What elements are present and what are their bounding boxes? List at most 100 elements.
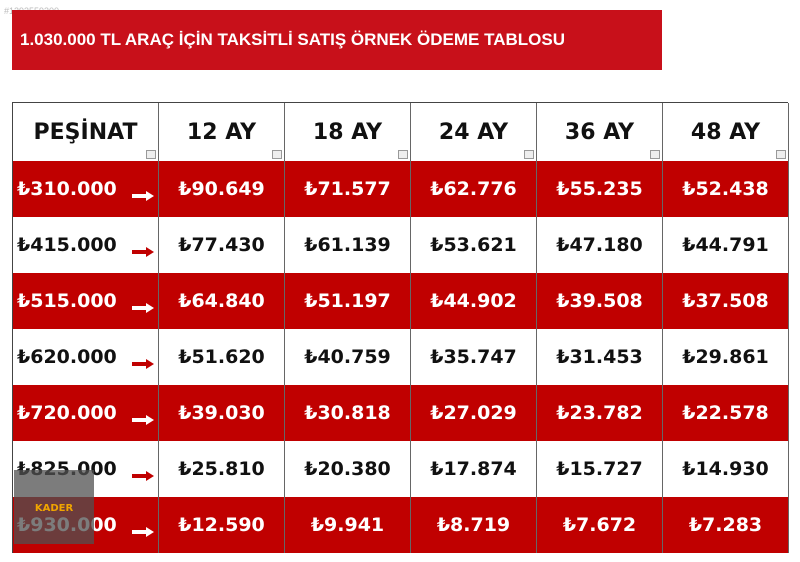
table-cell: ₺51.197 — [285, 273, 411, 329]
cell-text: ₺39.030 — [178, 402, 265, 424]
cell-text: ₺47.180 — [556, 234, 643, 256]
table-cell: ₺62.776 — [411, 161, 537, 217]
cell-text: ₺71.577 — [304, 178, 391, 200]
table-row: ₺825.000 ₺25.810 ₺20.380 ₺17.874 ₺15.727 ₺14.… — [13, 441, 789, 497]
table-cell: ₺9.941 — [285, 497, 411, 553]
cell-text: ₺515.000 — [17, 290, 117, 312]
filter-button — [650, 150, 660, 159]
table-cell: ₺90.649 — [159, 161, 285, 217]
table-row: ₺930.000₺12.590₺9.941₺8.719₺7.672₺7.283 — [13, 497, 789, 553]
table-row: ₺720.000 ₺39.030 ₺30.818 ₺27.029 ₺23.782 ₺22.… — [13, 385, 789, 441]
cell-text: ₺20.380 — [304, 458, 391, 480]
cell-text: ₺53.621 — [430, 234, 517, 256]
payment-table: PEŞİNAT 12 AY 18 AY 24 AY 36 AY 48 AY ₺310.000… — [12, 102, 789, 553]
table-cell: ₺20.380 — [285, 441, 411, 497]
cell-text: ₺31.453 — [556, 346, 643, 368]
cell-text: ₺22.578 — [682, 402, 769, 424]
table-cell: ₺515.000 — [13, 273, 159, 329]
table-cell: ₺71.577 — [285, 161, 411, 217]
table-cell: ₺17.874 — [411, 441, 537, 497]
table-cell: ₺25.810 — [159, 441, 285, 497]
table-cell: ₺27.029 — [411, 385, 537, 441]
header-cell: PEŞİNAT — [13, 103, 159, 161]
table-row: ₺310.000 ₺90.649 ₺71.577 ₺62.776 ₺55.235 ₺52.… — [13, 161, 789, 217]
cell-text: ₺35.747 — [430, 346, 517, 368]
cell-text: ₺51.620 — [178, 346, 265, 368]
table-cell: ₺7.283 — [663, 497, 789, 553]
arrow — [132, 464, 154, 486]
filter-button — [776, 150, 786, 159]
filter-button — [398, 150, 408, 159]
filter-button — [272, 150, 282, 159]
cell-text: ₺15.727 — [556, 458, 643, 480]
cell-text: ₺9.941 — [310, 514, 385, 536]
cell-text: ₺7.672 — [562, 514, 637, 536]
table-cell: ₺35.747 — [411, 329, 537, 385]
table-cell: ₺51.620 — [159, 329, 285, 385]
cell-text: ₺30.818 — [304, 402, 391, 424]
cell-text: ₺620.000 — [17, 346, 117, 368]
logo: KADER — [14, 470, 94, 544]
header-cell: 36 AY — [537, 103, 663, 161]
table-cell: ₺64.840 — [159, 273, 285, 329]
cell-text: ₺61.139 — [304, 234, 391, 256]
cell-text: ₺39.508 — [556, 290, 643, 312]
cell-text: ₺64.840 — [178, 290, 265, 312]
table-cell: ₺14.930 — [663, 441, 789, 497]
table-cell: ₺415.000 — [13, 217, 159, 273]
cell-text: ₺12.590 — [178, 514, 265, 536]
header-row: PEŞİNAT 12 AY 18 AY 24 AY 36 AY 48 AY — [13, 103, 789, 161]
table-cell: ₺47.180 — [537, 217, 663, 273]
cell-text: ₺62.776 — [430, 178, 517, 200]
table-cell: ₺720.000 — [13, 385, 159, 441]
cell-text: ₺720.000 — [17, 402, 117, 424]
filter-button — [524, 150, 534, 159]
cell-text: ₺415.000 — [17, 234, 117, 256]
cell-text: ₺7.283 — [688, 514, 763, 536]
table-cell: ₺310.000 — [13, 161, 159, 217]
table-cell: ₺12.590 — [159, 497, 285, 553]
table-cell: ₺39.508 — [537, 273, 663, 329]
table-cell: ₺44.902 — [411, 273, 537, 329]
cell-text: ₺44.902 — [430, 290, 517, 312]
cell-text: ₺14.930 — [682, 458, 769, 480]
cell-text: ₺90.649 — [178, 178, 265, 200]
filter-button — [146, 150, 156, 159]
arrow — [132, 352, 154, 374]
header-cell: 24 AY — [411, 103, 537, 161]
cell-text: ₺8.719 — [436, 514, 511, 536]
table-cell: ₺23.782 — [537, 385, 663, 441]
cell-text: ₺310.000 — [17, 178, 117, 200]
cell-text: ₺29.861 — [682, 346, 769, 368]
table-cell: ₺620.000 — [13, 329, 159, 385]
table-row: ₺620.000 ₺51.620 ₺40.759 ₺35.747 ₺31.453 ₺29.… — [13, 329, 789, 385]
arrow — [132, 184, 154, 206]
table-cell: ₺55.235 — [537, 161, 663, 217]
table-cell: ₺44.791 — [663, 217, 789, 273]
table-cell: ₺30.818 — [285, 385, 411, 441]
cell-text: ₺25.810 — [178, 458, 265, 480]
cell-text: ₺44.791 — [682, 234, 769, 256]
cell-text: ₺77.430 — [178, 234, 265, 256]
table-cell: ₺53.621 — [411, 217, 537, 273]
cell-text: ₺51.197 — [304, 290, 391, 312]
table-cell: ₺40.759 — [285, 329, 411, 385]
table-cell: ₺37.508 — [663, 273, 789, 329]
cell-text: ₺40.759 — [304, 346, 391, 368]
arrow — [132, 240, 154, 262]
cell-text: ₺17.874 — [430, 458, 517, 480]
cell-text: ₺37.508 — [682, 290, 769, 312]
title: 1.030.000 TL ARAÇ İÇİN TAKSİTLİ SATIŞ ÖR… — [20, 30, 566, 49]
header-cell: 48 AY — [663, 103, 789, 161]
table-cell: ₺31.453 — [537, 329, 663, 385]
table-cell: ₺8.719 — [411, 497, 537, 553]
table-cell: ₺29.861 — [663, 329, 789, 385]
header-cell: 18 AY — [285, 103, 411, 161]
table-cell: ₺61.139 — [285, 217, 411, 273]
cell-text: ₺23.782 — [556, 402, 643, 424]
table-row: ₺515.000 ₺64.840 ₺51.197 ₺44.902 ₺39.508 ₺37.… — [13, 273, 789, 329]
arrow — [132, 408, 154, 430]
arrow — [132, 520, 154, 542]
header-cell: 12 AY — [159, 103, 285, 161]
